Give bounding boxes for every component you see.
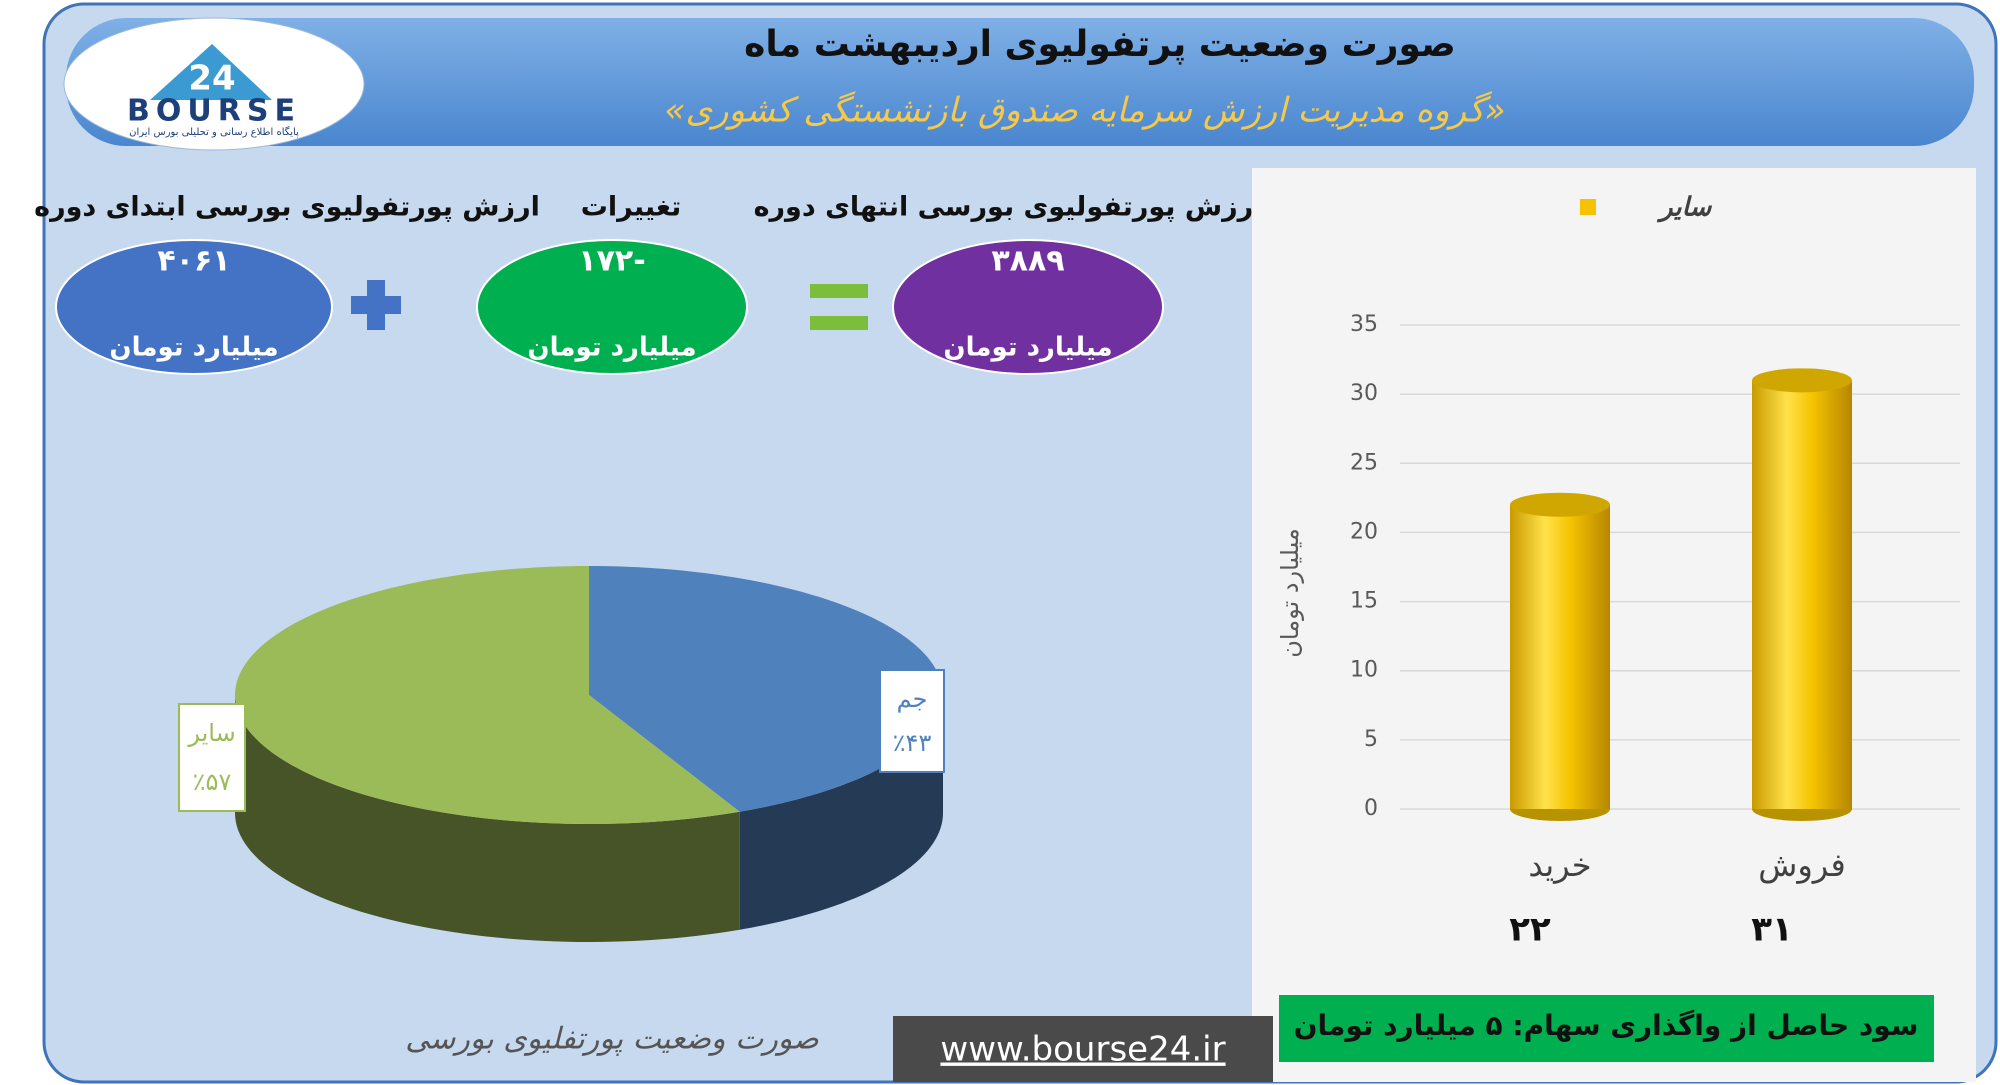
y-tick-label: 25 [1350,450,1378,475]
logo-tagline: پایگاه اطلاع رسانی و تحلیلی بورس ایران [129,126,299,138]
subtitle: «گروه مدیریت ارزش سرمایه صندوق بازنشستگی… [664,91,1505,131]
bar-chart-panel [1252,168,1976,1082]
data-label-box [178,703,246,812]
equals-sign [810,316,868,330]
data-label: ٪۵۷ [193,768,232,796]
category-label: جم [897,685,928,713]
y-tick-label: 15 [1350,589,1378,614]
logo-brand: BOURSE [127,94,301,129]
bar [1510,504,1610,809]
x-tick-label: فروش [1758,846,1845,884]
y-tick-label: 0 [1364,796,1378,821]
bar [1752,380,1852,809]
y-axis-title: میلیارد تومان [1276,528,1304,657]
y-tick-label: 30 [1350,381,1378,406]
pie-side [739,695,943,930]
pie-chart: جم ٪۴۳ سایر ٪۵۷ [178,566,945,942]
plus-sign [351,280,401,330]
pie-slice [589,566,943,812]
summary-unit: میلیارد تومان [109,333,278,363]
header-band [66,18,1974,146]
data-label: ۲۲ [1509,910,1551,950]
bar-chart: 0 5 10 15 20 25 30 35 میلیارد تومان خرید فروش ۲۲ ۳۱ س… [1276,193,1960,950]
pie-side [235,695,740,942]
url-box [893,1016,1273,1082]
summary-value: -۱۷۲ [578,244,645,279]
equals-sign [810,284,868,298]
summary-bubble [55,239,333,375]
category-label: سایر [187,719,235,747]
data-label: ٪۴۳ [893,729,932,757]
legend-label: سایر [1656,193,1713,223]
summary-value: ۳۸۸۹ [991,244,1064,279]
note-box [1279,995,1934,1062]
logo-number: 24 [188,59,235,99]
y-tick-label: 20 [1350,519,1378,544]
y-tick-label: 35 [1350,312,1378,337]
summary-label: ارزش پورتفولیوی بورسی ابتدای دوره [34,192,540,223]
data-label: ۳۱ [1751,910,1793,950]
url[interactable]: www.bourse24.ir [940,1030,1225,1070]
summary-unit: میلیارد تومان [943,333,1112,363]
x-tick-label: خرید [1528,846,1591,884]
summary-bubble [892,239,1164,375]
pie-slice [235,566,740,824]
summary-value: ۴۰۶۱ [157,244,230,279]
summary-label: ارزش پورتفولیوی بورسی انتهای دوره [754,192,1263,223]
summary-label: تغییرات [581,192,682,223]
y-tick-label: 10 [1350,658,1378,683]
bar-cap [1752,368,1852,393]
data-label-box [879,669,945,773]
logo-roof [150,44,272,100]
note: سود حاصل از واگذاری سهام: ۵ میلیارد توما… [1294,1009,1919,1042]
bar-cap [1510,492,1610,517]
summary-bubble [476,239,748,375]
legend-swatch [1580,199,1596,215]
pie-title: صورت وضعیت پورتفلیوی بورسی [405,1022,819,1057]
y-tick-label: 5 [1364,727,1378,752]
title: صورت وضعیت پرتفولیوی اردیبهشت ماه [744,24,1456,65]
summary-unit: میلیارد تومان [527,333,696,363]
